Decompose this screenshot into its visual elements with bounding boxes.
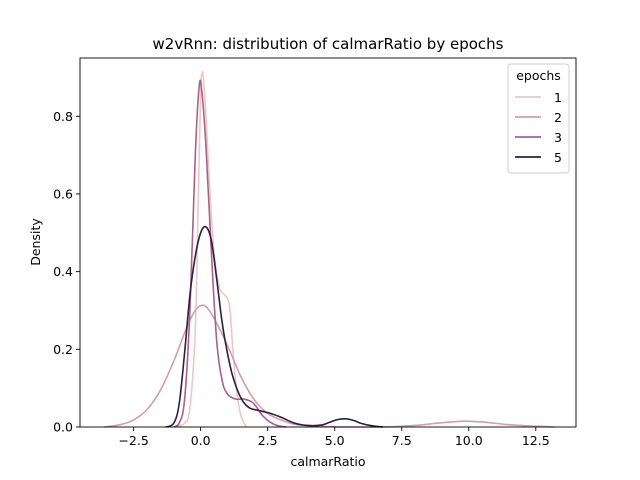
series-line-2 bbox=[104, 304, 555, 428]
legend: epochs 1 2 3 5 bbox=[507, 63, 570, 174]
y-tick-label: 0.4 bbox=[53, 264, 73, 279]
legend-label-1: 1 bbox=[554, 90, 562, 105]
x-tick-label: 0.0 bbox=[191, 433, 211, 448]
y-tick-label: 0.0 bbox=[53, 420, 73, 435]
x-tick-label: −2.5 bbox=[118, 433, 148, 448]
y-axis-label: Density bbox=[28, 218, 43, 266]
legend-box bbox=[507, 63, 570, 174]
y-tick-label: 0.8 bbox=[53, 109, 73, 124]
plot-frame bbox=[79, 57, 577, 428]
x-tick-label: 10.0 bbox=[455, 433, 483, 448]
series-line-1 bbox=[173, 70, 247, 428]
x-tick-label: 7.5 bbox=[392, 433, 412, 448]
legend-title: epochs bbox=[516, 68, 561, 83]
plot-area bbox=[104, 70, 555, 428]
x-tick-label: 2.5 bbox=[258, 433, 278, 448]
series-line-5 bbox=[165, 225, 384, 428]
y-tick-label: 0.2 bbox=[53, 342, 73, 357]
y-tick-label: 0.6 bbox=[53, 186, 73, 201]
x-axis-label: calmarRatio bbox=[290, 454, 365, 469]
series-line-3 bbox=[173, 79, 287, 428]
x-axis: −2.5 0.0 2.5 5.0 7.5 10.0 12.5 bbox=[118, 427, 550, 448]
x-tick-label: 12.5 bbox=[522, 433, 550, 448]
chart-title: w2vRnn: distribution of calmarRatio by e… bbox=[153, 35, 504, 53]
legend-label-3: 3 bbox=[554, 130, 562, 145]
x-tick-label: 5.0 bbox=[325, 433, 345, 448]
y-axis: 0.0 0.2 0.4 0.6 0.8 bbox=[53, 109, 80, 435]
legend-label-2: 2 bbox=[554, 110, 562, 125]
legend-label-5: 5 bbox=[554, 150, 562, 165]
